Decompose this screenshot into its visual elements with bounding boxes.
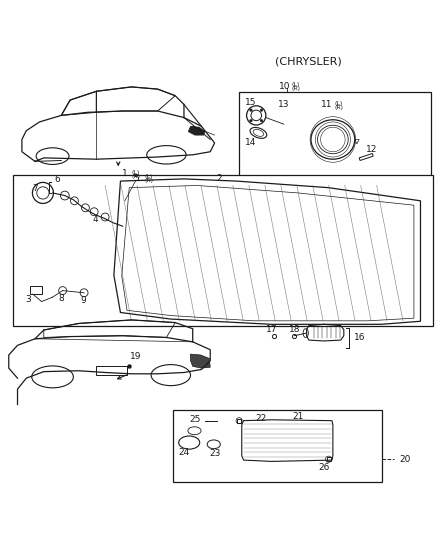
Text: 6: 6	[54, 175, 60, 184]
Bar	[239, 92, 431, 201]
Text: 21: 21	[292, 412, 304, 421]
Text: 17: 17	[266, 325, 277, 334]
Bar	[13, 175, 433, 326]
Text: (L): (L)	[335, 101, 343, 106]
Bar	[96, 366, 127, 375]
Text: (L): (L)	[132, 170, 140, 175]
Circle shape	[250, 119, 252, 122]
Text: 22: 22	[255, 415, 267, 423]
Text: 9: 9	[80, 296, 86, 305]
Bar	[173, 410, 382, 482]
Text: 19: 19	[130, 352, 141, 361]
Text: (R): (R)	[335, 104, 343, 110]
Text: 24: 24	[178, 448, 190, 457]
Circle shape	[250, 109, 252, 111]
Text: 15: 15	[245, 98, 256, 107]
Text: 26: 26	[318, 463, 330, 472]
Text: (L): (L)	[292, 82, 300, 87]
Bar	[30, 286, 42, 294]
Polygon shape	[188, 126, 205, 135]
Text: 3: 3	[25, 295, 31, 304]
Text: 16: 16	[354, 333, 365, 342]
Text: 7: 7	[32, 184, 38, 193]
Polygon shape	[191, 354, 210, 368]
Text: 2: 2	[216, 174, 222, 183]
Text: 25: 25	[189, 415, 201, 424]
Text: 18: 18	[289, 325, 300, 334]
Text: 5: 5	[133, 174, 139, 182]
Text: 14: 14	[245, 139, 256, 148]
Text: 10: 10	[279, 82, 290, 91]
Text: (R): (R)	[131, 174, 140, 179]
Text: 13: 13	[278, 100, 290, 109]
Text: 20: 20	[399, 455, 411, 464]
Text: 12: 12	[366, 144, 377, 154]
Text: 23: 23	[209, 449, 220, 458]
Text: (CHRYSLER): (CHRYSLER)	[276, 56, 342, 67]
Text: (L): (L)	[145, 174, 153, 179]
Text: (R): (R)	[292, 86, 300, 91]
Text: (R): (R)	[145, 177, 153, 183]
Text: 11: 11	[321, 100, 332, 109]
Text: 8: 8	[58, 294, 64, 303]
Text: 4: 4	[93, 215, 98, 224]
Circle shape	[260, 119, 263, 122]
Text: 1: 1	[122, 169, 128, 178]
Circle shape	[260, 109, 263, 111]
